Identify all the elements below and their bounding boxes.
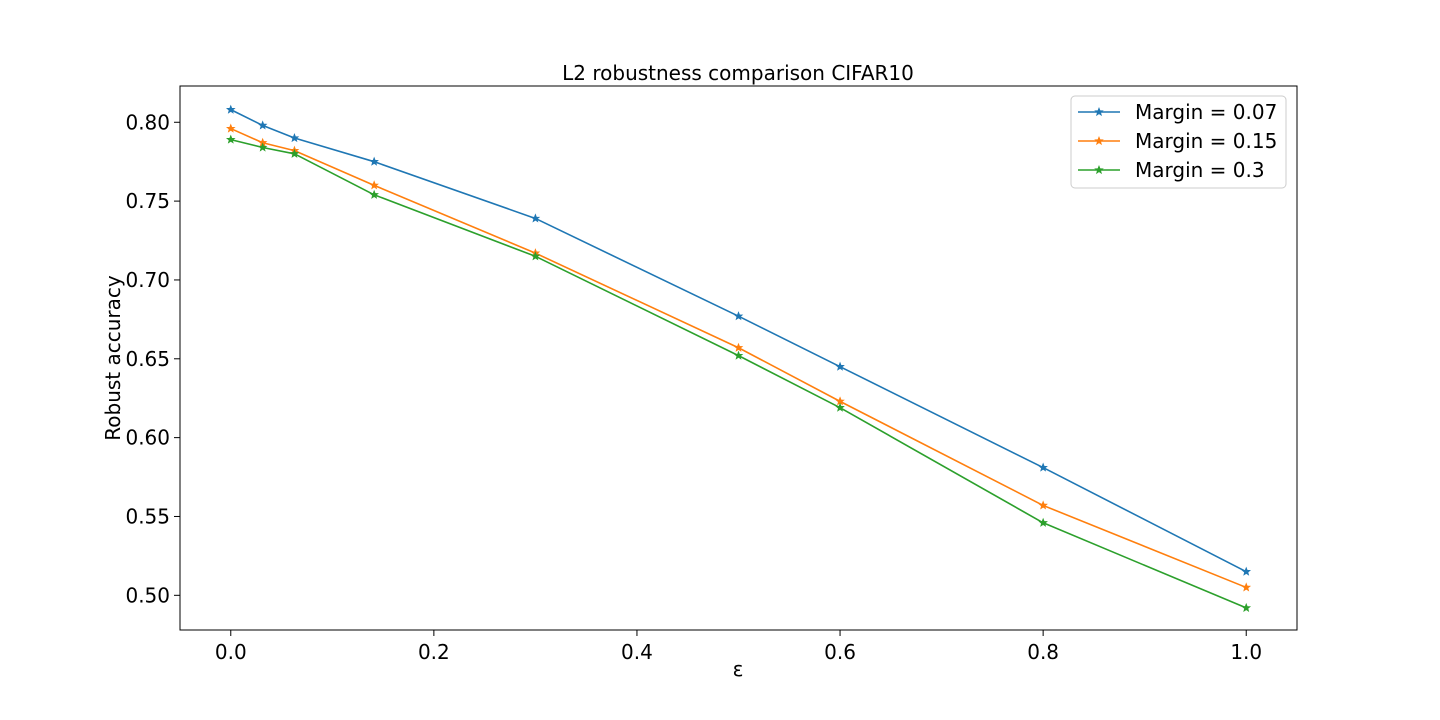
data-point [835,361,845,371]
y-tick-label: 0.55 [125,504,170,528]
legend-marker [1094,106,1104,117]
data-point [1038,517,1048,527]
legend-item: Margin = 0.15 [1078,129,1277,153]
data-point [1038,500,1048,510]
x-tick-label: 1.0 [1230,640,1262,664]
data-point [1241,602,1252,612]
data-point [1241,566,1252,576]
data-point [835,402,845,412]
chart-title: L2 robustness comparison CIFAR10 [562,61,914,85]
x-tick-label: 0.2 [418,640,450,664]
x-tick-label: 0.6 [824,640,856,664]
data-point [369,156,379,166]
data-point [530,213,541,223]
data-point [225,104,236,114]
data-point [369,180,379,190]
legend-item: Margin = 0.07 [1078,100,1277,124]
y-tick-label: 0.75 [125,189,170,213]
data-point [1241,582,1252,592]
data-point [225,134,236,144]
legend-label: Margin = 0.07 [1135,100,1277,124]
y-tick-label: 0.60 [125,426,170,450]
y-tick-label: 0.65 [125,347,170,371]
data-point [530,251,541,261]
data-point [733,350,744,360]
series-layer [225,104,1252,612]
data-point [733,342,744,352]
series-group [225,134,1252,612]
data-point [225,123,236,133]
data-point [369,189,379,199]
x-tick-label: 0.0 [215,640,247,664]
y-axis: 0.50 0.55 0.60 0.65 0.70 0.75 0.80 [125,110,180,607]
data-point [1038,462,1048,472]
data-point [257,120,268,130]
y-tick-label: 0.80 [125,110,170,134]
legend-marker [1094,164,1104,175]
x-axis-label: ε [733,657,744,681]
legend-marker [1094,135,1104,146]
y-axis-label: Robust accuracy [101,275,125,441]
x-tick-label: 0.8 [1027,640,1059,664]
data-point [733,311,744,321]
y-tick-label: 0.70 [125,268,170,292]
data-point [289,148,300,158]
legend-item: Margin = 0.3 [1078,158,1265,182]
plot-frame [179,85,1298,631]
legend-label: Margin = 0.15 [1135,129,1277,153]
data-point [289,132,300,143]
legend: Margin = 0.07 Margin = 0.15 Margin = 0.3 [1070,95,1287,189]
x-axis: 0.0 0.2 0.4 0.6 0.8 1.0 [215,630,1262,664]
plot-area [179,85,1298,631]
data-point [257,142,268,152]
legend-box [1070,95,1287,189]
legend-label: Margin = 0.3 [1135,158,1265,182]
x-tick-label: 0.4 [621,640,653,664]
y-tick-label: 0.50 [125,583,170,607]
series-group [225,104,1252,576]
